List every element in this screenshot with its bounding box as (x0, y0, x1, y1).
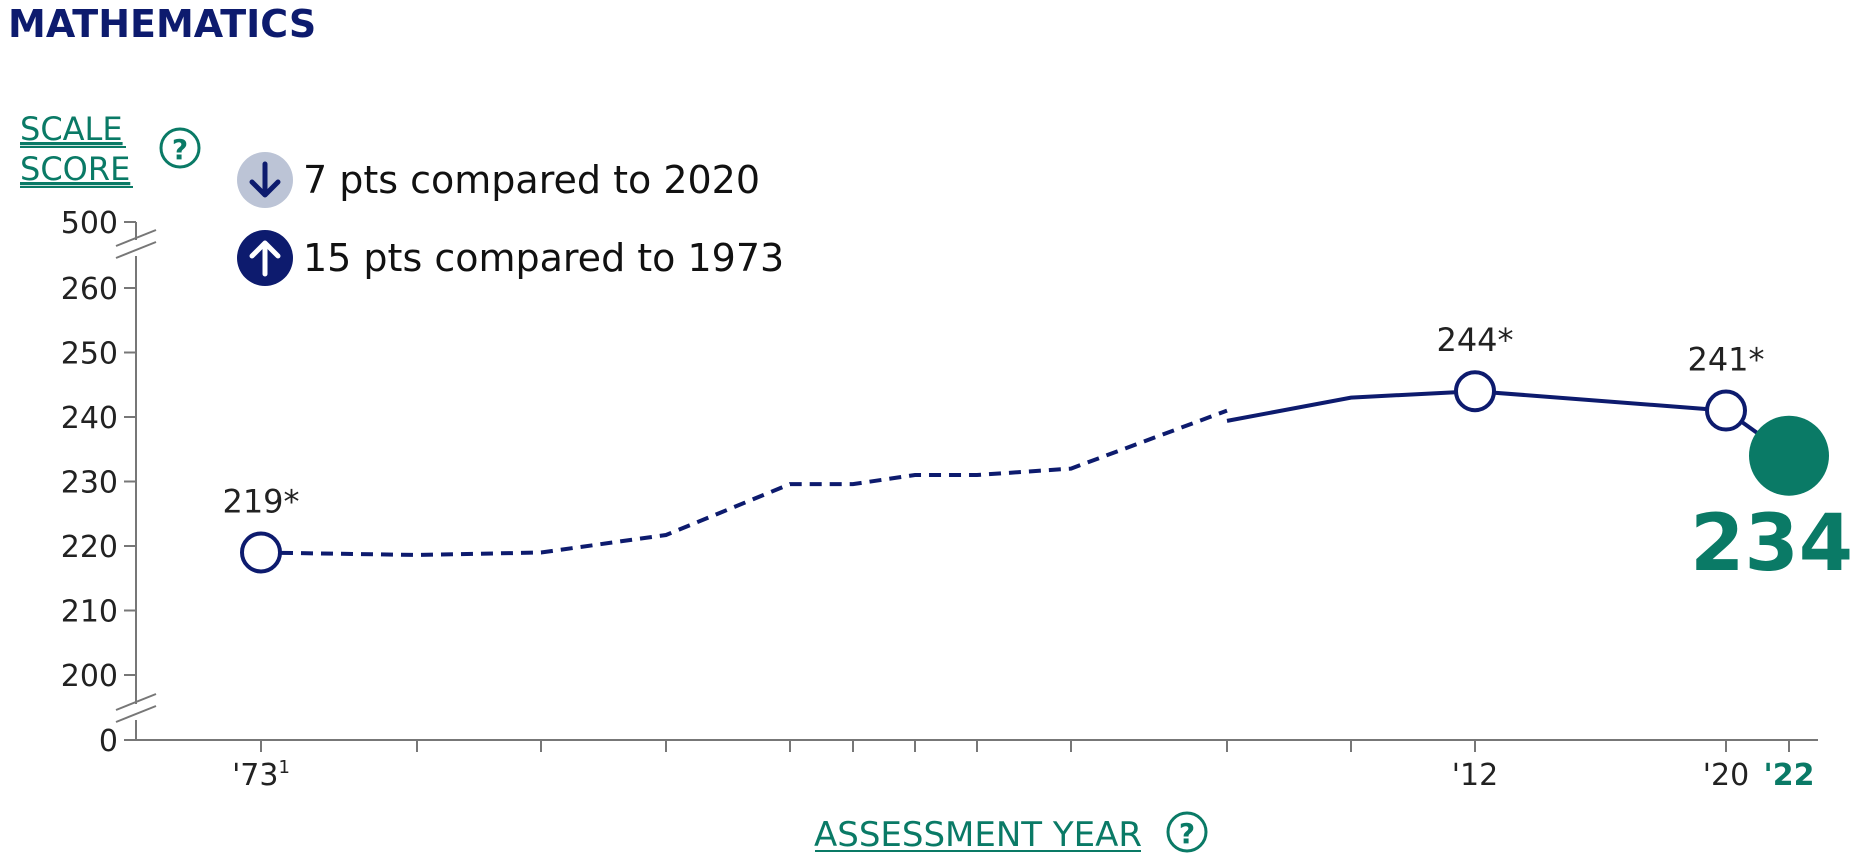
axis-break-mark (115, 229, 157, 247)
data-point[interactable] (1454, 370, 1496, 413)
x-axis-label-text: ASSESSMENT YEAR (814, 815, 1142, 855)
axis-break-mark (115, 241, 157, 259)
y-tick-label: 210 (61, 595, 118, 630)
y-axis-label-line2: SCORE (20, 150, 130, 188)
y-tick-label: 240 (61, 401, 118, 436)
highlight-point[interactable] (1749, 415, 1829, 496)
series-lines (260, 389, 1791, 558)
chart-title: MATHEMATICS (8, 2, 317, 46)
y-axis-label[interactable]: SCALE SCORE (20, 110, 133, 188)
y-tick-label: 230 (61, 466, 118, 501)
highlight-label: 234 (1690, 499, 1853, 589)
x-axis-label[interactable]: ASSESSMENT YEAR (814, 815, 1142, 855)
svg-text:?: ? (172, 133, 188, 166)
data-point[interactable] (1705, 389, 1747, 432)
callout-change-1973-text: 15 pts compared to 1973 (303, 236, 784, 280)
data-label: 244* (1436, 321, 1513, 359)
x-tick-label: '12 (1452, 758, 1498, 793)
callout-change-2020-text: 7 pts compared to 2020 (303, 158, 760, 202)
series-line-solid (1226, 389, 1791, 458)
y-tick-label: 500 (61, 206, 118, 241)
y-axis-label-line1: SCALE (20, 110, 123, 148)
x-tick-label: '731 (232, 757, 290, 793)
x-tick-label: '22 (1764, 758, 1815, 793)
data-label: 241* (1687, 341, 1764, 379)
axis-break-mark (115, 693, 157, 711)
y-tick-label: 220 (61, 530, 118, 565)
axes: 0 200 210 220 230 240 250 260 500 '731 '12 '20 '22 (61, 206, 1818, 793)
data-point[interactable] (240, 531, 282, 574)
y-axis-help-icon[interactable]: ? (159, 127, 201, 169)
y-tick-label: 260 (61, 272, 118, 307)
data-label: 219* (222, 482, 299, 520)
y-tick-label: 0 (99, 724, 118, 759)
y-tick-label: 250 (61, 337, 118, 372)
callout-change-1973: 15 pts compared to 1973 (237, 230, 784, 286)
axis-break-mark (115, 705, 157, 723)
x-axis-help-icon[interactable]: ? (1166, 811, 1208, 853)
svg-text:?: ? (1179, 817, 1195, 850)
x-tick-label: '20 (1703, 758, 1749, 793)
data-labels: 219* 244* 241* 234 (222, 321, 1853, 589)
series-line-dashed (260, 408, 1228, 558)
callout-change-2020: 7 pts compared to 2020 (237, 152, 760, 208)
data-points (240, 370, 1829, 574)
y-tick-label: 200 (61, 659, 118, 694)
